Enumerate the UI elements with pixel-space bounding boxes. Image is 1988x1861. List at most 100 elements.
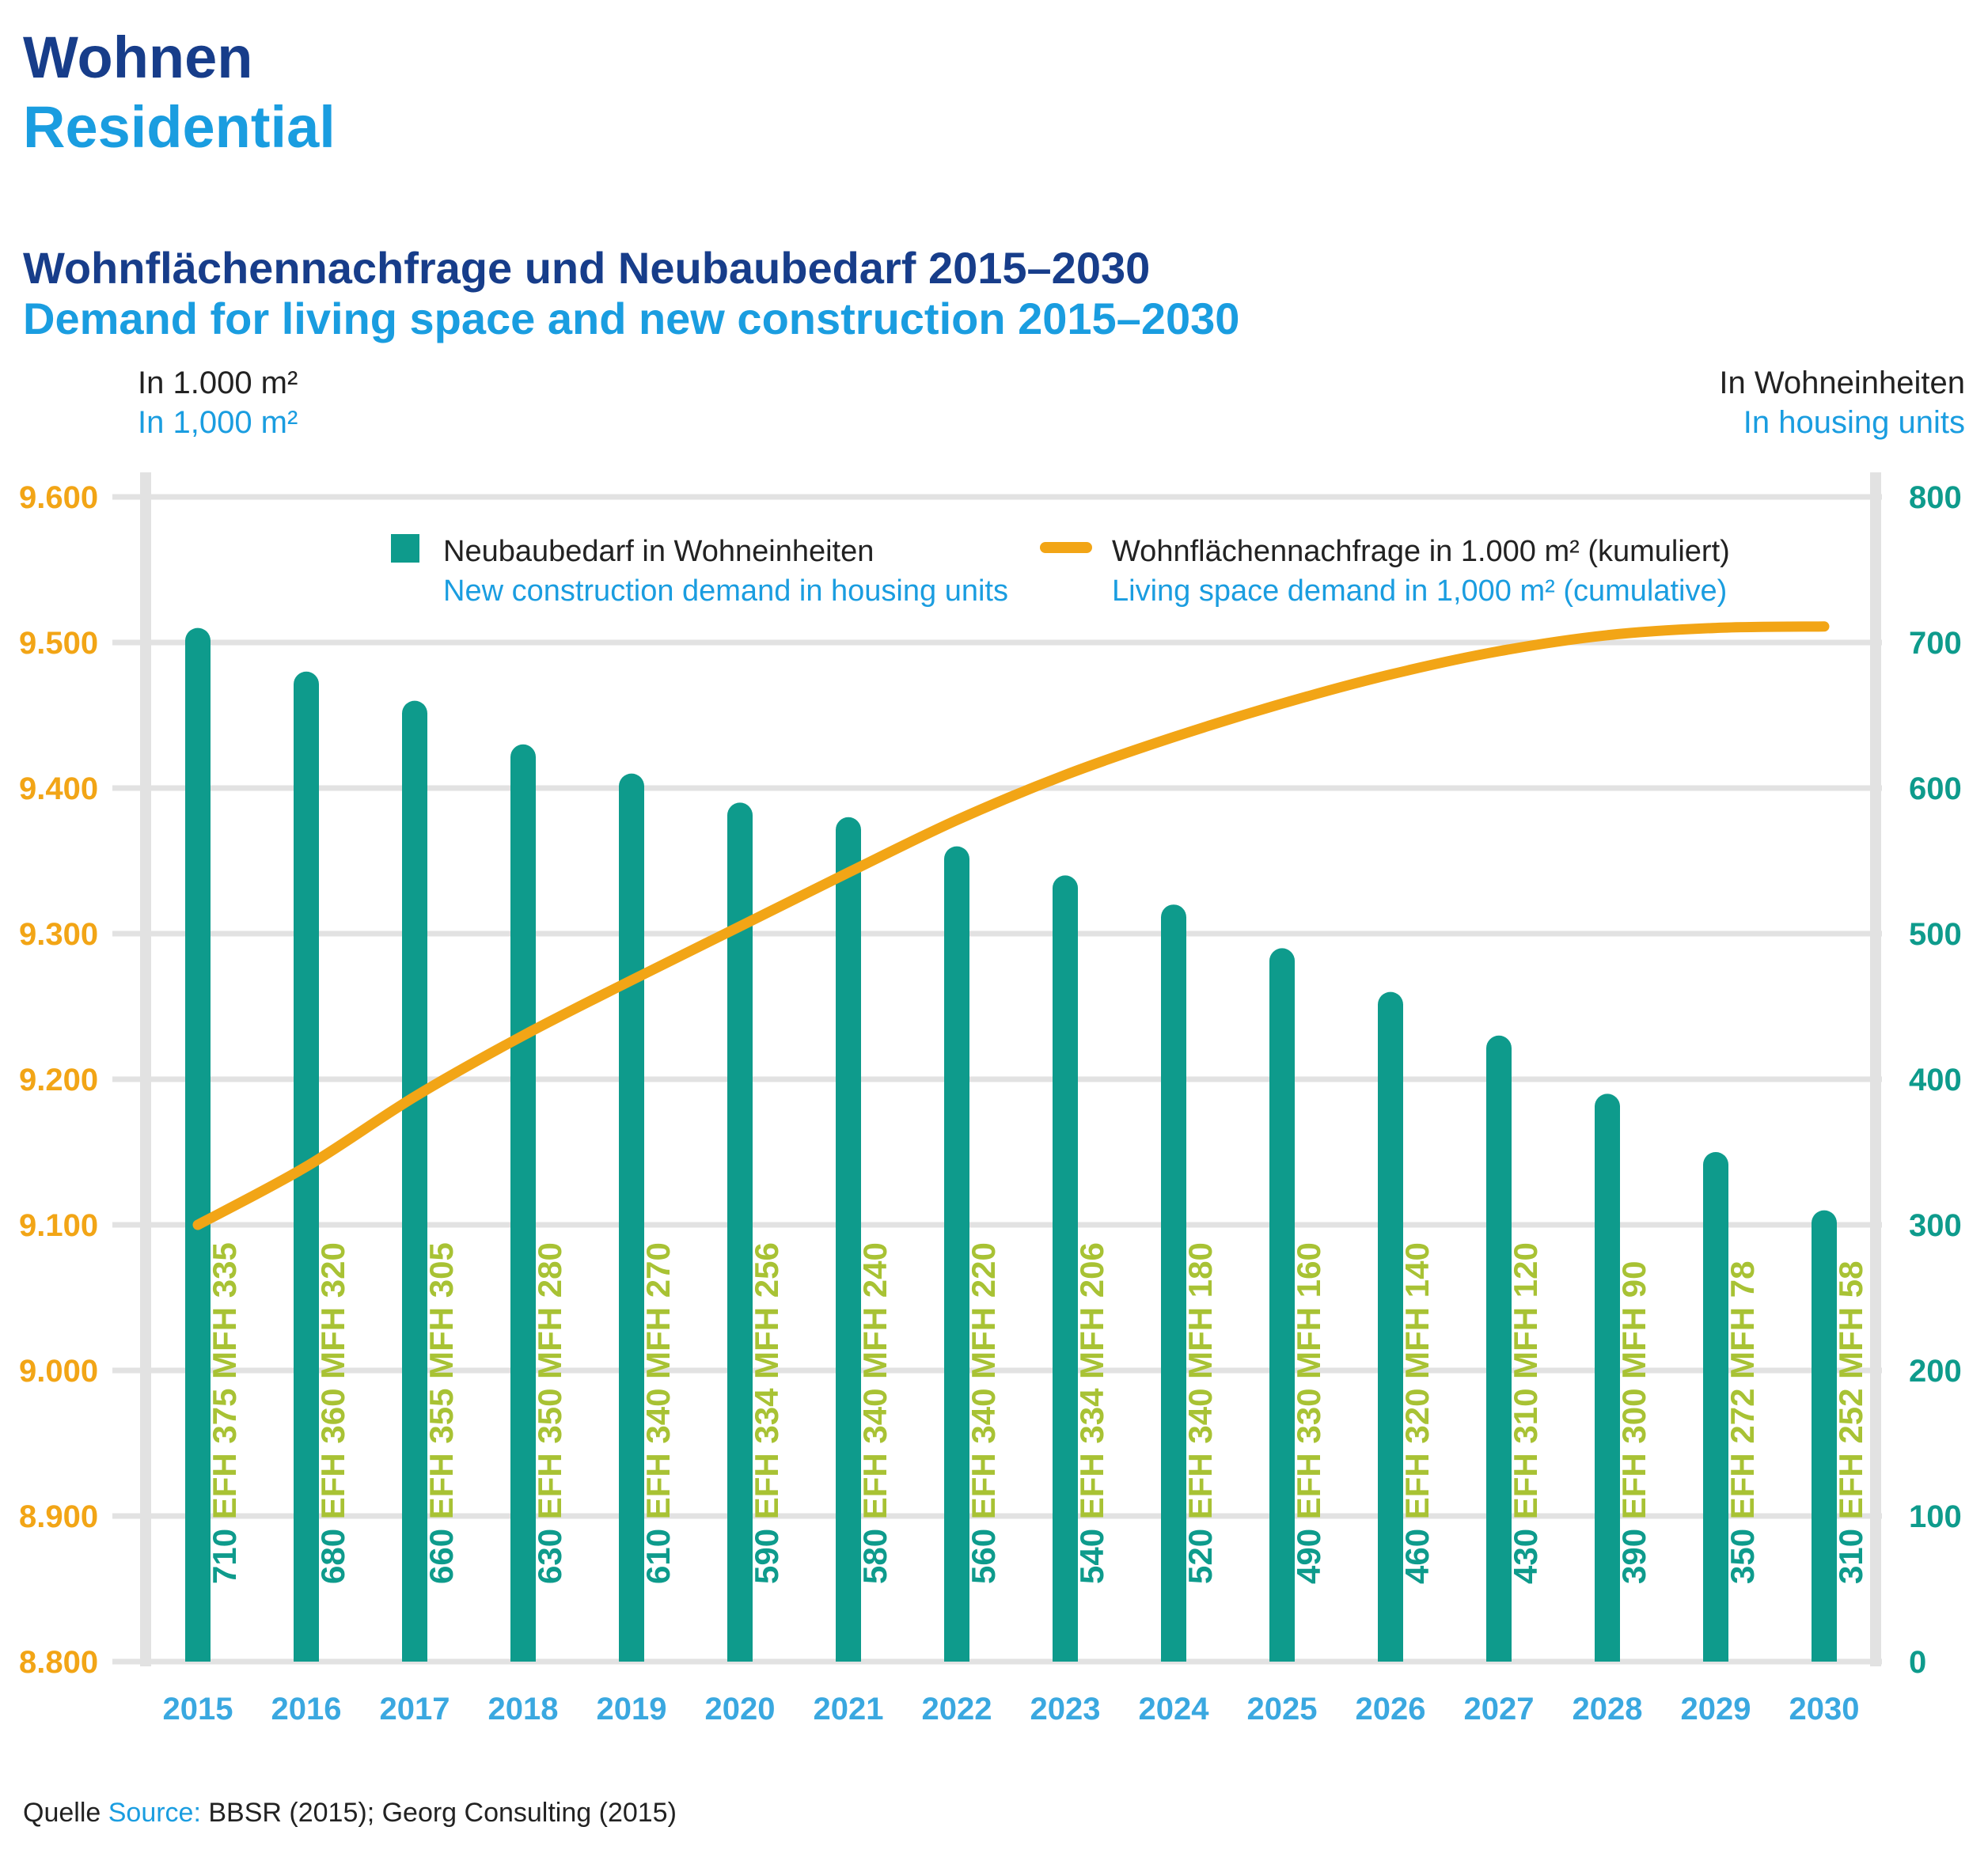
bar-layer — [185, 627, 1837, 1662]
bar-label: 680 EFH 360 MFH 320 — [314, 1242, 351, 1584]
label-layer: 710 EFH 375 MFH 335 680 EFH 360 MFH 320 66… — [206, 1242, 1869, 1584]
bar-split-label: EFH 334 MFH 206 — [1073, 1242, 1110, 1519]
bar-label: 560 EFH 340 MFH 220 — [965, 1242, 1002, 1584]
legend: Neubaubedarf in Wohneinheiten New constr… — [391, 534, 1730, 608]
bar-base — [510, 1636, 536, 1662]
bar-split-label: EFH 300 MFH 90 — [1615, 1260, 1652, 1519]
source-label-de: Quelle — [23, 1798, 101, 1828]
bar-total-label: 710 — [206, 1519, 243, 1584]
bar-base — [619, 1636, 644, 1662]
bar-split-label: EFH 334 MFH 256 — [748, 1242, 785, 1519]
bar-total-label: 560 — [965, 1519, 1002, 1584]
bar-split-label: EFH 320 MFH 140 — [1398, 1242, 1436, 1519]
chart-title-en: Demand for living space and new construc… — [23, 294, 1240, 343]
x-tick-label: 2018 — [488, 1692, 559, 1726]
x-tick-label: 2030 — [1789, 1692, 1860, 1726]
bar-label: 710 EFH 375 MFH 335 — [206, 1242, 243, 1584]
right-tick-label: 600 — [1909, 771, 1962, 806]
x-tick-label: 2024 — [1139, 1692, 1210, 1726]
bar-base — [1053, 1636, 1078, 1662]
bar-label: 660 EFH 355 MFH 305 — [423, 1242, 460, 1584]
left-tick-label: 9.500 — [19, 626, 98, 661]
bar-total-label: 590 — [748, 1519, 785, 1584]
x-tick-label: 2017 — [380, 1692, 450, 1726]
bar — [836, 817, 861, 1662]
bar-label: 630 EFH 350 MFH 280 — [531, 1242, 568, 1584]
bar-base — [1161, 1636, 1186, 1662]
bar-total-label: 610 — [639, 1519, 677, 1584]
section-title-en: Residential — [23, 94, 336, 160]
bar-base — [1269, 1636, 1295, 1662]
section-title-de: Wohnen — [23, 25, 253, 90]
legend-bar-swatch — [391, 534, 419, 563]
bar-label: 430 EFH 310 MFH 120 — [1507, 1242, 1544, 1584]
legend-line-label-en: Living space demand in 1,000 m² (cumulat… — [1112, 574, 1727, 608]
bar-base — [294, 1636, 319, 1662]
bar — [1595, 1093, 1620, 1662]
x-tick-label: 2020 — [705, 1692, 776, 1726]
bar-split-label: EFH 340 MFH 240 — [856, 1242, 893, 1519]
bar — [944, 846, 969, 1662]
bar — [1486, 1035, 1512, 1662]
bar — [1812, 1210, 1837, 1662]
left-tick-label: 9.000 — [19, 1354, 98, 1389]
bar-base — [185, 1636, 211, 1662]
legend-bar-label-en: New construction demand in housing units — [443, 574, 1008, 608]
bar-split-label: EFH 330 MFH 160 — [1290, 1242, 1327, 1519]
bar-split-label: EFH 360 MFH 320 — [314, 1242, 351, 1519]
axis-layer: 8.800 0 8.900 100 9.000 200 9.100 300 9.200 400 9.… — [19, 480, 1962, 1726]
bar-base — [402, 1636, 427, 1662]
left-axis-unit-de: In 1.000 m² — [138, 366, 298, 400]
right-axis-unit-de: In Wohneinheiten — [1719, 366, 1965, 400]
bar-split-label: EFH 340 MFH 220 — [965, 1242, 1002, 1519]
x-tick-label: 2016 — [271, 1692, 342, 1726]
bar-split-label: EFH 340 MFH 180 — [1182, 1242, 1219, 1519]
bar-base — [1595, 1636, 1620, 1662]
right-tick-label: 400 — [1909, 1063, 1962, 1097]
left-tick-label: 9.100 — [19, 1208, 98, 1243]
bar-total-label: 660 — [423, 1519, 460, 1584]
left-tick-label: 8.900 — [19, 1499, 98, 1534]
bar-split-label: EFH 375 MFH 335 — [206, 1242, 243, 1519]
bar-label: 540 EFH 334 MFH 206 — [1073, 1242, 1110, 1584]
bar-label: 520 EFH 340 MFH 180 — [1182, 1242, 1219, 1584]
bar-split-label: EFH 350 MFH 280 — [531, 1242, 568, 1519]
bar-base — [944, 1636, 969, 1662]
bar-total-label: 520 — [1182, 1519, 1219, 1584]
bar-total-label: 680 — [314, 1519, 351, 1584]
x-tick-label: 2021 — [814, 1692, 884, 1726]
bar — [727, 802, 753, 1662]
right-tick-label: 0 — [1909, 1645, 1926, 1680]
bar-split-label: EFH 355 MFH 305 — [423, 1242, 460, 1519]
left-tick-label: 8.800 — [19, 1645, 98, 1680]
bar-base — [836, 1636, 861, 1662]
bar-total-label: 630 — [531, 1519, 568, 1584]
right-tick-label: 800 — [1909, 480, 1962, 515]
x-tick-label: 2019 — [597, 1692, 667, 1726]
x-tick-label: 2028 — [1573, 1692, 1643, 1726]
x-tick-label: 2027 — [1464, 1692, 1535, 1726]
source-text: BBSR (2015); Georg Consulting (2015) — [208, 1798, 677, 1828]
x-tick-label: 2029 — [1681, 1692, 1751, 1726]
x-tick-label: 2026 — [1356, 1692, 1426, 1726]
bar-label: 390 EFH 300 MFH 90 — [1615, 1260, 1652, 1584]
bar-total-label: 460 — [1398, 1519, 1436, 1584]
right-tick-label: 100 — [1909, 1499, 1962, 1534]
legend-line-label-de: Wohnflächennachfrage in 1.000 m² (kumuli… — [1112, 535, 1730, 568]
bar-label: 590 EFH 334 MFH 256 — [748, 1242, 785, 1584]
bar-base — [1486, 1636, 1512, 1662]
bar — [1161, 904, 1186, 1662]
x-tick-label: 2015 — [163, 1692, 233, 1726]
bar-split-label: EFH 310 MFH 120 — [1507, 1242, 1544, 1519]
bar — [185, 627, 211, 1662]
bar — [402, 700, 427, 1662]
left-tick-label: 9.600 — [19, 480, 98, 515]
right-tick-label: 500 — [1909, 917, 1962, 952]
bar-label: 610 EFH 340 MFH 270 — [639, 1242, 677, 1584]
bar-total-label: 540 — [1073, 1519, 1110, 1584]
bar-total-label: 310 — [1832, 1519, 1869, 1584]
bar — [1053, 875, 1078, 1662]
bar-split-label: EFH 272 MFH 78 — [1724, 1260, 1761, 1519]
right-tick-label: 300 — [1909, 1208, 1962, 1243]
bar-total-label: 430 — [1507, 1519, 1544, 1584]
